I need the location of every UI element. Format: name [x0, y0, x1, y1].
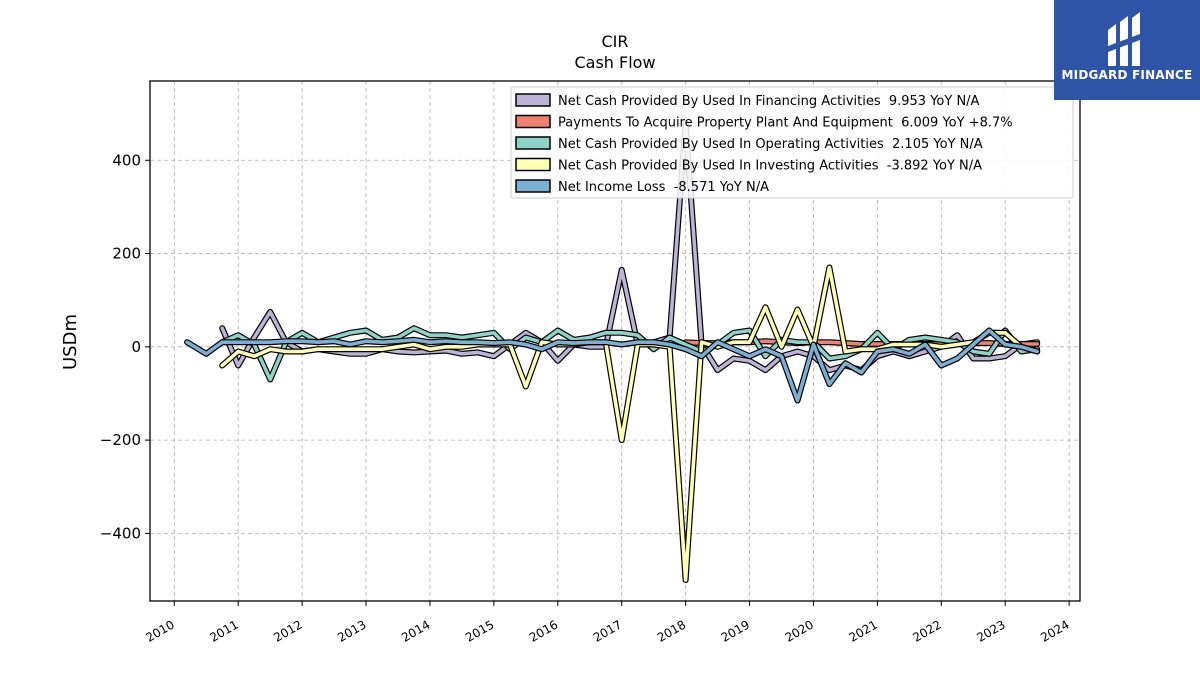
legend-swatch	[515, 179, 551, 193]
logo-mark-icon	[1108, 12, 1140, 66]
x-tick-label: 2014	[399, 617, 432, 644]
legend-swatch	[515, 136, 551, 150]
y-tick-label: −200	[100, 431, 141, 449]
x-tick-label: 2024	[1038, 617, 1071, 644]
x-tick-label: 2012	[271, 617, 304, 644]
legend-swatch	[515, 93, 551, 107]
series-line	[185, 328, 1039, 403]
y-tick-label: 0	[131, 338, 141, 356]
legend-swatch	[515, 157, 551, 172]
axis-ticks: 2010 2011 2012 2013 2014 2015 2016 2017 2018 2019…	[100, 151, 1072, 645]
x-tick-label: 2021	[846, 617, 879, 644]
legend-label: Net Cash Provided By Used In Operating A…	[558, 137, 983, 152]
legend-label: Net Cash Provided By Used In Investing A…	[558, 159, 982, 174]
legend-swatch	[515, 114, 551, 129]
x-tick-label: 2013	[335, 617, 368, 644]
x-tick-label: 2022	[910, 617, 943, 644]
chart-title: CIR	[601, 32, 628, 51]
x-tick-label: 2015	[463, 617, 496, 644]
legend-frame	[510, 86, 1074, 199]
y-tick-label: 400	[112, 151, 141, 169]
series-lines	[184, 120, 1041, 583]
x-tick-label: 2017	[591, 617, 624, 644]
x-tick-label: 2010	[143, 617, 176, 644]
x-tick-label: 2011	[207, 617, 240, 644]
logo-text: MIDGARD FINANCE	[1061, 68, 1193, 82]
chart-subtitle: Cash Flow	[574, 53, 655, 72]
legend-label: Net Income Loss -8.571 YoY N/A	[558, 180, 769, 195]
x-tick-label: 2018	[655, 617, 688, 644]
legend-label: Net Cash Provided By Used In Financing A…	[558, 94, 980, 109]
y-tick-label: −400	[100, 524, 141, 542]
x-tick-label: 2019	[719, 617, 752, 644]
y-tick-label: 200	[112, 245, 141, 263]
x-tick-label: 2016	[527, 617, 560, 644]
series-line	[220, 265, 1039, 582]
legend: Net Cash Provided By Used In Financing A…	[510, 86, 1074, 199]
legend-label: Payments To Acquire Property Plant And E…	[558, 116, 1013, 131]
x-tick-label: 2023	[974, 617, 1007, 644]
y-axis-label: USDm	[60, 314, 81, 370]
x-tick-label: 2020	[783, 617, 816, 644]
brand-logo: MIDGARD FINANCE	[1054, 0, 1200, 100]
plot-frame	[149, 80, 1081, 602]
